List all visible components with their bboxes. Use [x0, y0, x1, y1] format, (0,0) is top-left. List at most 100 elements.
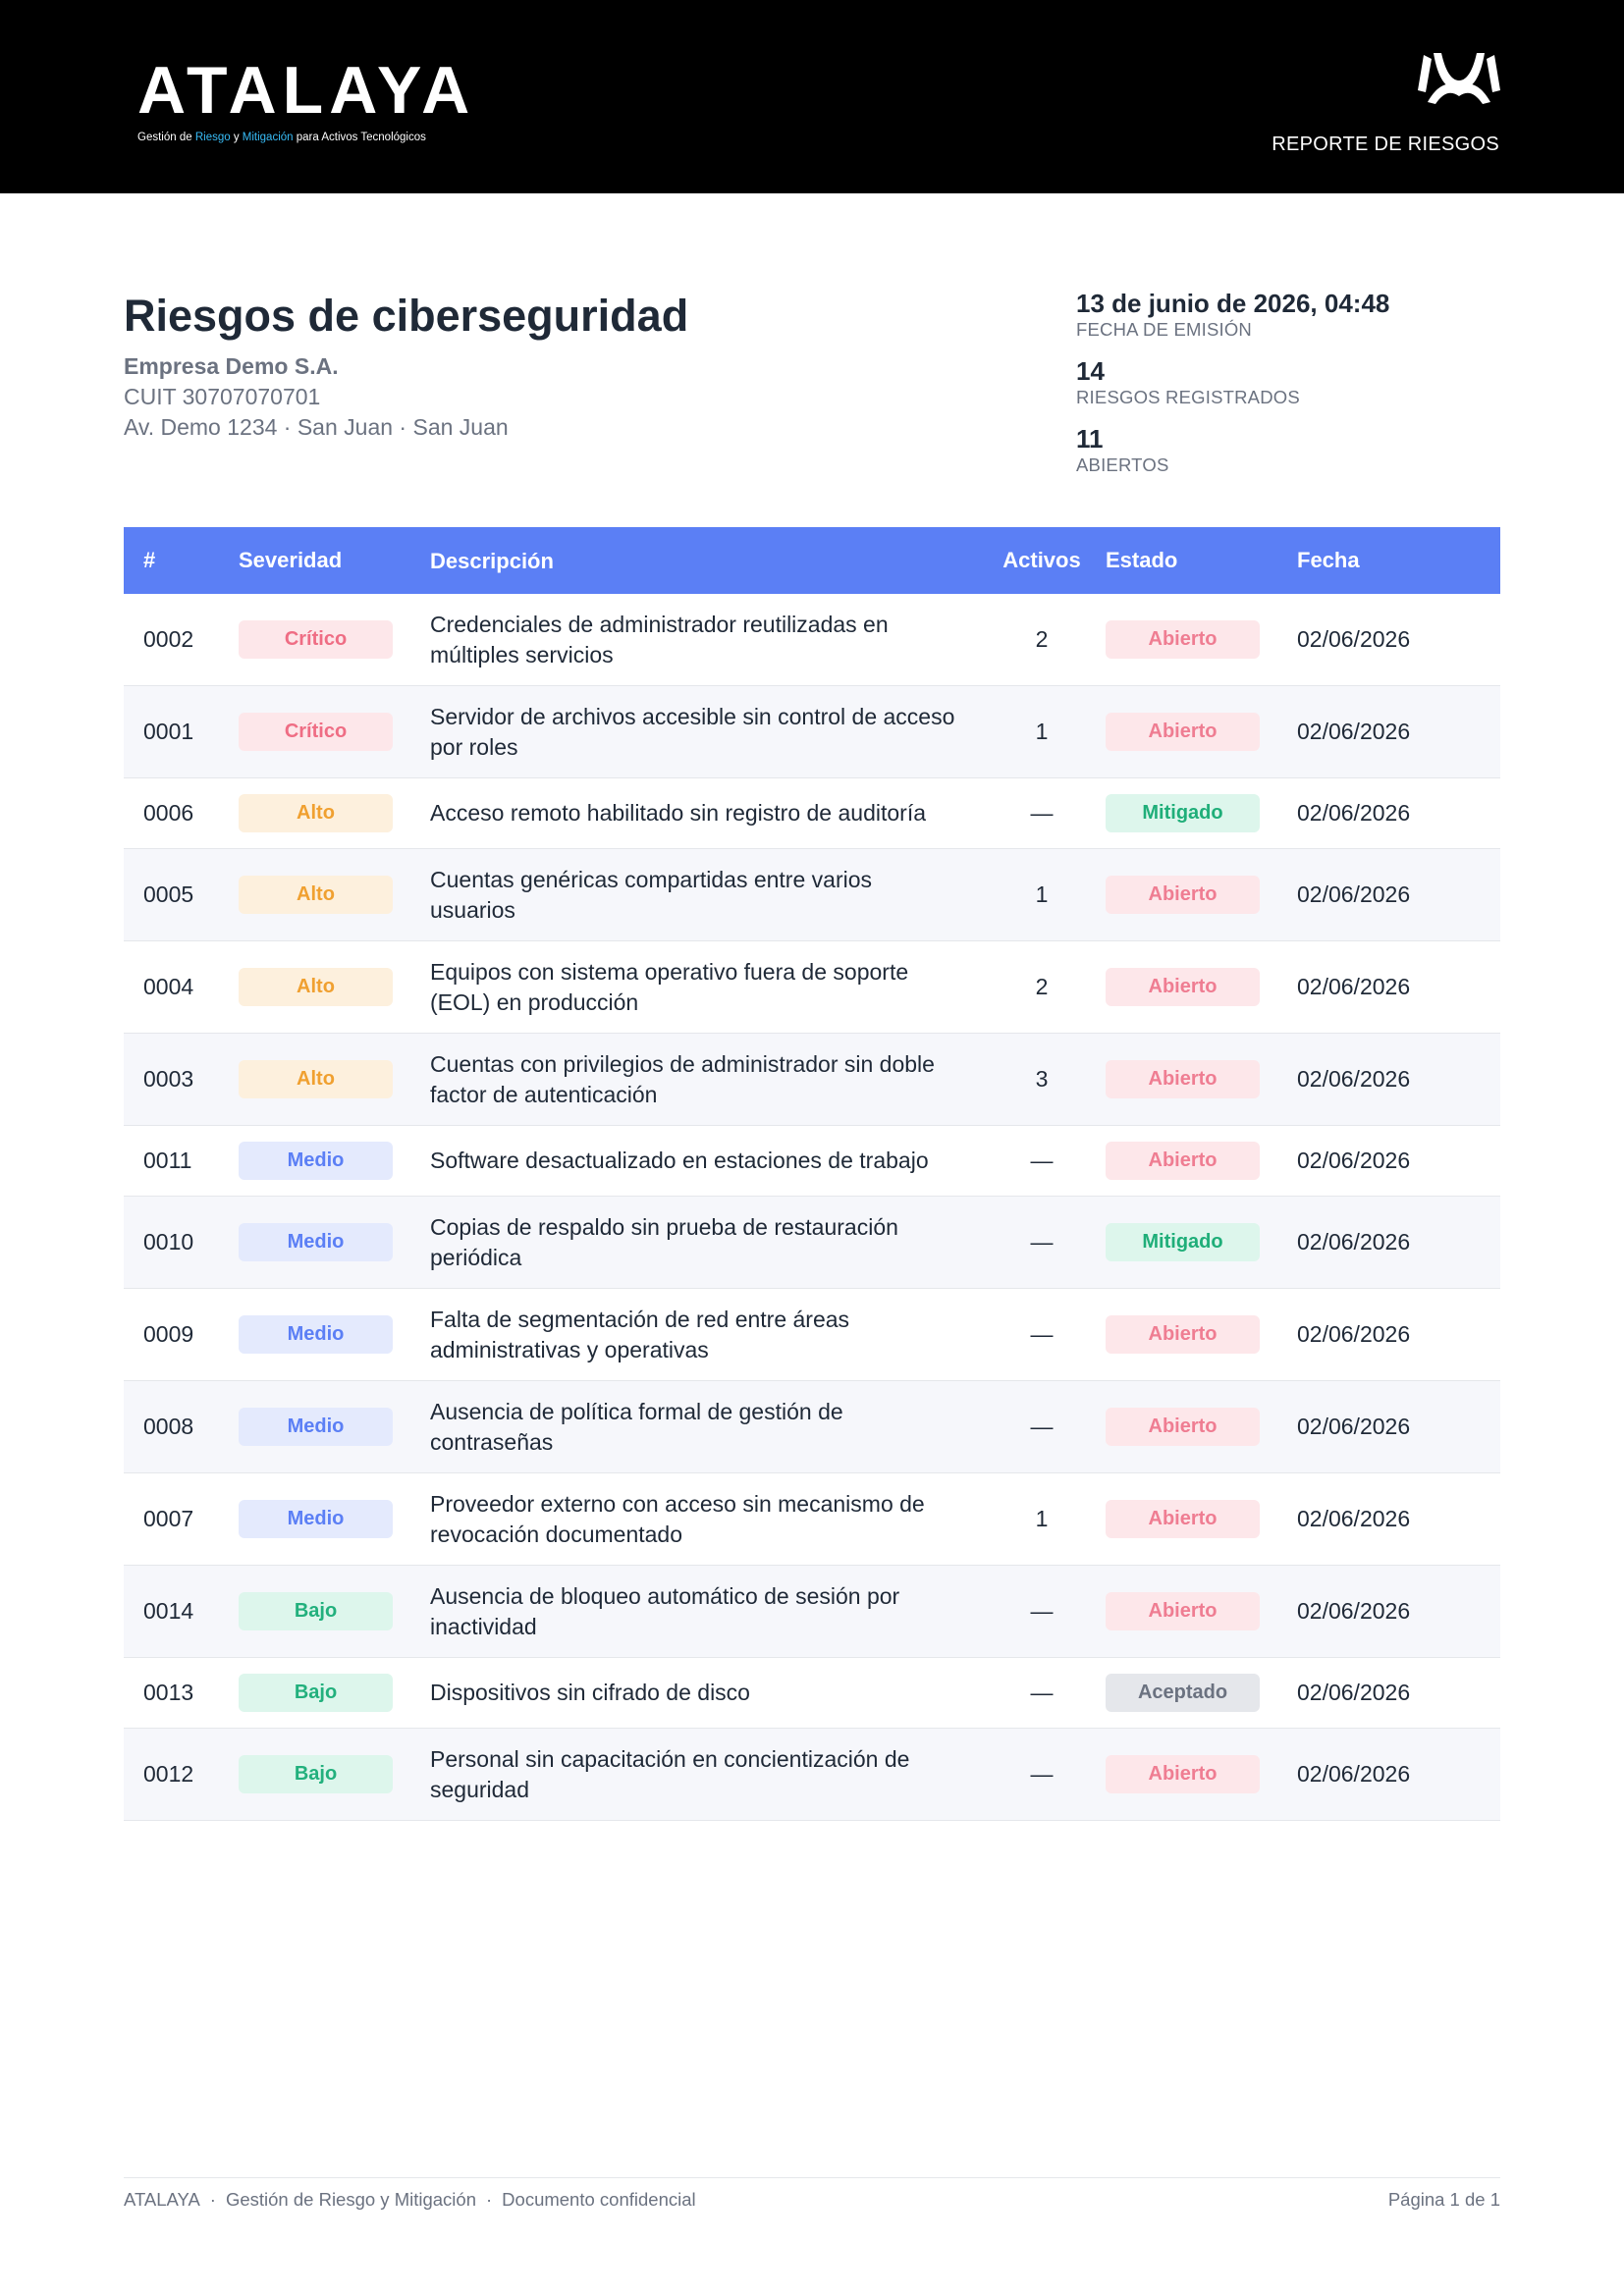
status-cell: Abierto	[1106, 713, 1297, 751]
risk-description: Personal sin capacitación en concientiza…	[430, 1745, 910, 1802]
status-cell: Abierto	[1106, 1592, 1297, 1630]
table-row: 0010 Medio Copias de respaldo sin prueba d…	[124, 1197, 1500, 1289]
company-address: Av. Demo 1234 · San Juan · San Juan	[124, 414, 509, 440]
footer-separator: ·	[486, 2189, 493, 2210]
severity-cell: Alto	[239, 1060, 430, 1098]
table-row: 0013 Bajo Dispositivos sin cifrado de disc…	[124, 1658, 1500, 1729]
table-row: 0012 Bajo Personal sin capacitación en con…	[124, 1729, 1500, 1821]
severity-badge: Bajo	[239, 1674, 393, 1712]
meta-value: 14	[1076, 356, 1105, 386]
status-cell: Abierto	[1106, 968, 1297, 1006]
risk-date: 02/06/2026	[1297, 626, 1411, 652]
status-cell: Abierto	[1106, 1408, 1297, 1446]
assets-count: 1	[1035, 719, 1049, 744]
risk-description: Software desactualizado en estaciones de…	[430, 1148, 929, 1173]
risk-id: 0006	[143, 800, 194, 826]
meta-value: 11	[1076, 424, 1104, 454]
table-row: 0008 Medio Ausencia de política formal de …	[124, 1381, 1500, 1473]
header-status: Estado	[1106, 548, 1178, 572]
risk-description: Acceso remoto habilitado sin registro de…	[430, 800, 927, 826]
footer-confidential: Documento confidencial	[502, 2189, 696, 2210]
logo-wordmark: ATALAYA	[137, 53, 476, 128]
meta-open-risks: 11 ABIERTOS	[1076, 424, 1489, 476]
tagline-highlight-mitigacion: Mitigación	[242, 132, 294, 143]
risk-description: Cuentas genéricas compartidas entre vari…	[430, 866, 873, 923]
table-row: 0004 Alto Equipos con sistema operativo fu…	[124, 941, 1500, 1034]
risk-date: 02/06/2026	[1297, 1761, 1411, 1787]
footer-divider	[124, 2177, 1500, 2178]
risk-date: 02/06/2026	[1297, 1229, 1411, 1255]
severity-cell: Medio	[239, 1223, 430, 1261]
footer-info: ATALAYA · Gestión de Riesgo y Mitigación · D…	[124, 2189, 696, 2211]
risk-description: Cuentas con privilegios de administrador…	[430, 1050, 935, 1107]
risk-date: 02/06/2026	[1297, 881, 1411, 907]
risk-date: 02/06/2026	[1297, 800, 1411, 826]
status-cell: Abierto	[1106, 1315, 1297, 1354]
assets-count: —	[1030, 1148, 1054, 1173]
assets-count: —	[1030, 1761, 1054, 1787]
risk-id: 0003	[143, 1066, 194, 1092]
risk-date: 02/06/2026	[1297, 1414, 1411, 1439]
header-assets: Activos	[1002, 548, 1081, 572]
risk-date: 02/06/2026	[1297, 1148, 1411, 1173]
risk-id: 0014	[143, 1598, 194, 1624]
status-badge: Abierto	[1106, 1500, 1260, 1538]
status-cell: Mitigado	[1106, 794, 1297, 832]
table-row: 0003 Alto Cuentas con privilegios de admin…	[124, 1034, 1500, 1126]
company-cuit: CUIT 30707070701	[124, 384, 321, 409]
table-header: # Severidad Descripción Activos Estado F…	[124, 527, 1500, 594]
status-cell: Abierto	[1106, 620, 1297, 659]
risk-date: 02/06/2026	[1297, 1598, 1411, 1624]
assets-count: 1	[1035, 881, 1049, 907]
table-row: 0014 Bajo Ausencia de bloqueo automático d…	[124, 1566, 1500, 1658]
meta-registered-risks: 14 RIESGOS REGISTRADOS	[1076, 356, 1489, 408]
risk-id: 0004	[143, 974, 194, 999]
risk-description: Credenciales de administrador reutilizad…	[430, 611, 889, 667]
risk-id: 0013	[143, 1680, 194, 1705]
footer-separator: ·	[209, 2189, 216, 2210]
severity-cell: Alto	[239, 876, 430, 914]
status-cell: Abierto	[1106, 1060, 1297, 1098]
severity-badge: Alto	[239, 1060, 393, 1098]
severity-cell: Medio	[239, 1315, 430, 1354]
atalaya-logo: ATALAYA Gestión de Riesgo y Mitigación p…	[137, 57, 475, 143]
assets-count: —	[1030, 800, 1054, 826]
status-badge: Abierto	[1106, 876, 1260, 914]
risk-id: 0011	[143, 1148, 192, 1173]
severity-cell: Bajo	[239, 1755, 430, 1793]
risk-description: Equipos con sistema operativo fuera de s…	[430, 958, 909, 1015]
severity-cell: Bajo	[239, 1674, 430, 1712]
status-badge: Abierto	[1106, 968, 1260, 1006]
footer-page-number: Página 1 de 1	[1387, 2189, 1500, 2210]
table-row: 0009 Medio Falta de segmentación de red en…	[124, 1289, 1500, 1381]
footer-brand: ATALAYA	[124, 2189, 200, 2210]
meta-label: ABIERTOS	[1076, 454, 1169, 475]
meta-label: FECHA DE EMISIÓN	[1076, 319, 1252, 340]
severity-cell: Crítico	[239, 713, 430, 751]
assets-count: 3	[1035, 1066, 1049, 1092]
risk-date: 02/06/2026	[1297, 1066, 1411, 1092]
assets-count: —	[1030, 1414, 1054, 1439]
logo-tagline: Gestión de Riesgo y Mitigación para Acti…	[137, 132, 475, 143]
assets-count: 1	[1035, 1506, 1049, 1531]
table-row: 0002 Crítico Credenciales de administrador…	[124, 594, 1500, 686]
risk-description: Proveedor externo con acceso sin mecanis…	[430, 1490, 925, 1547]
status-badge: Aceptado	[1106, 1674, 1260, 1712]
table-body: 0002 Crítico Credenciales de administrador…	[124, 594, 1500, 1821]
severity-badge: Crítico	[239, 713, 393, 751]
table-row: 0001 Crítico Servidor de archivos accesibl…	[124, 686, 1500, 778]
risk-id: 0010	[143, 1229, 194, 1255]
severity-badge: Medio	[239, 1315, 393, 1354]
risks-table: # Severidad Descripción Activos Estado F…	[124, 527, 1500, 1821]
status-badge: Abierto	[1106, 1592, 1260, 1630]
risk-id: 0012	[143, 1761, 194, 1787]
risk-description: Ausencia de política formal de gestión d…	[430, 1398, 843, 1455]
severity-cell: Crítico	[239, 620, 430, 659]
tagline-part: Gestión de	[137, 132, 195, 143]
severity-cell: Medio	[239, 1142, 430, 1180]
status-cell: Abierto	[1106, 1500, 1297, 1538]
assets-count: 2	[1035, 626, 1049, 652]
company-name: Empresa Demo S.A.	[124, 353, 339, 379]
assets-count: —	[1030, 1321, 1054, 1347]
risk-id: 0002	[143, 626, 194, 652]
